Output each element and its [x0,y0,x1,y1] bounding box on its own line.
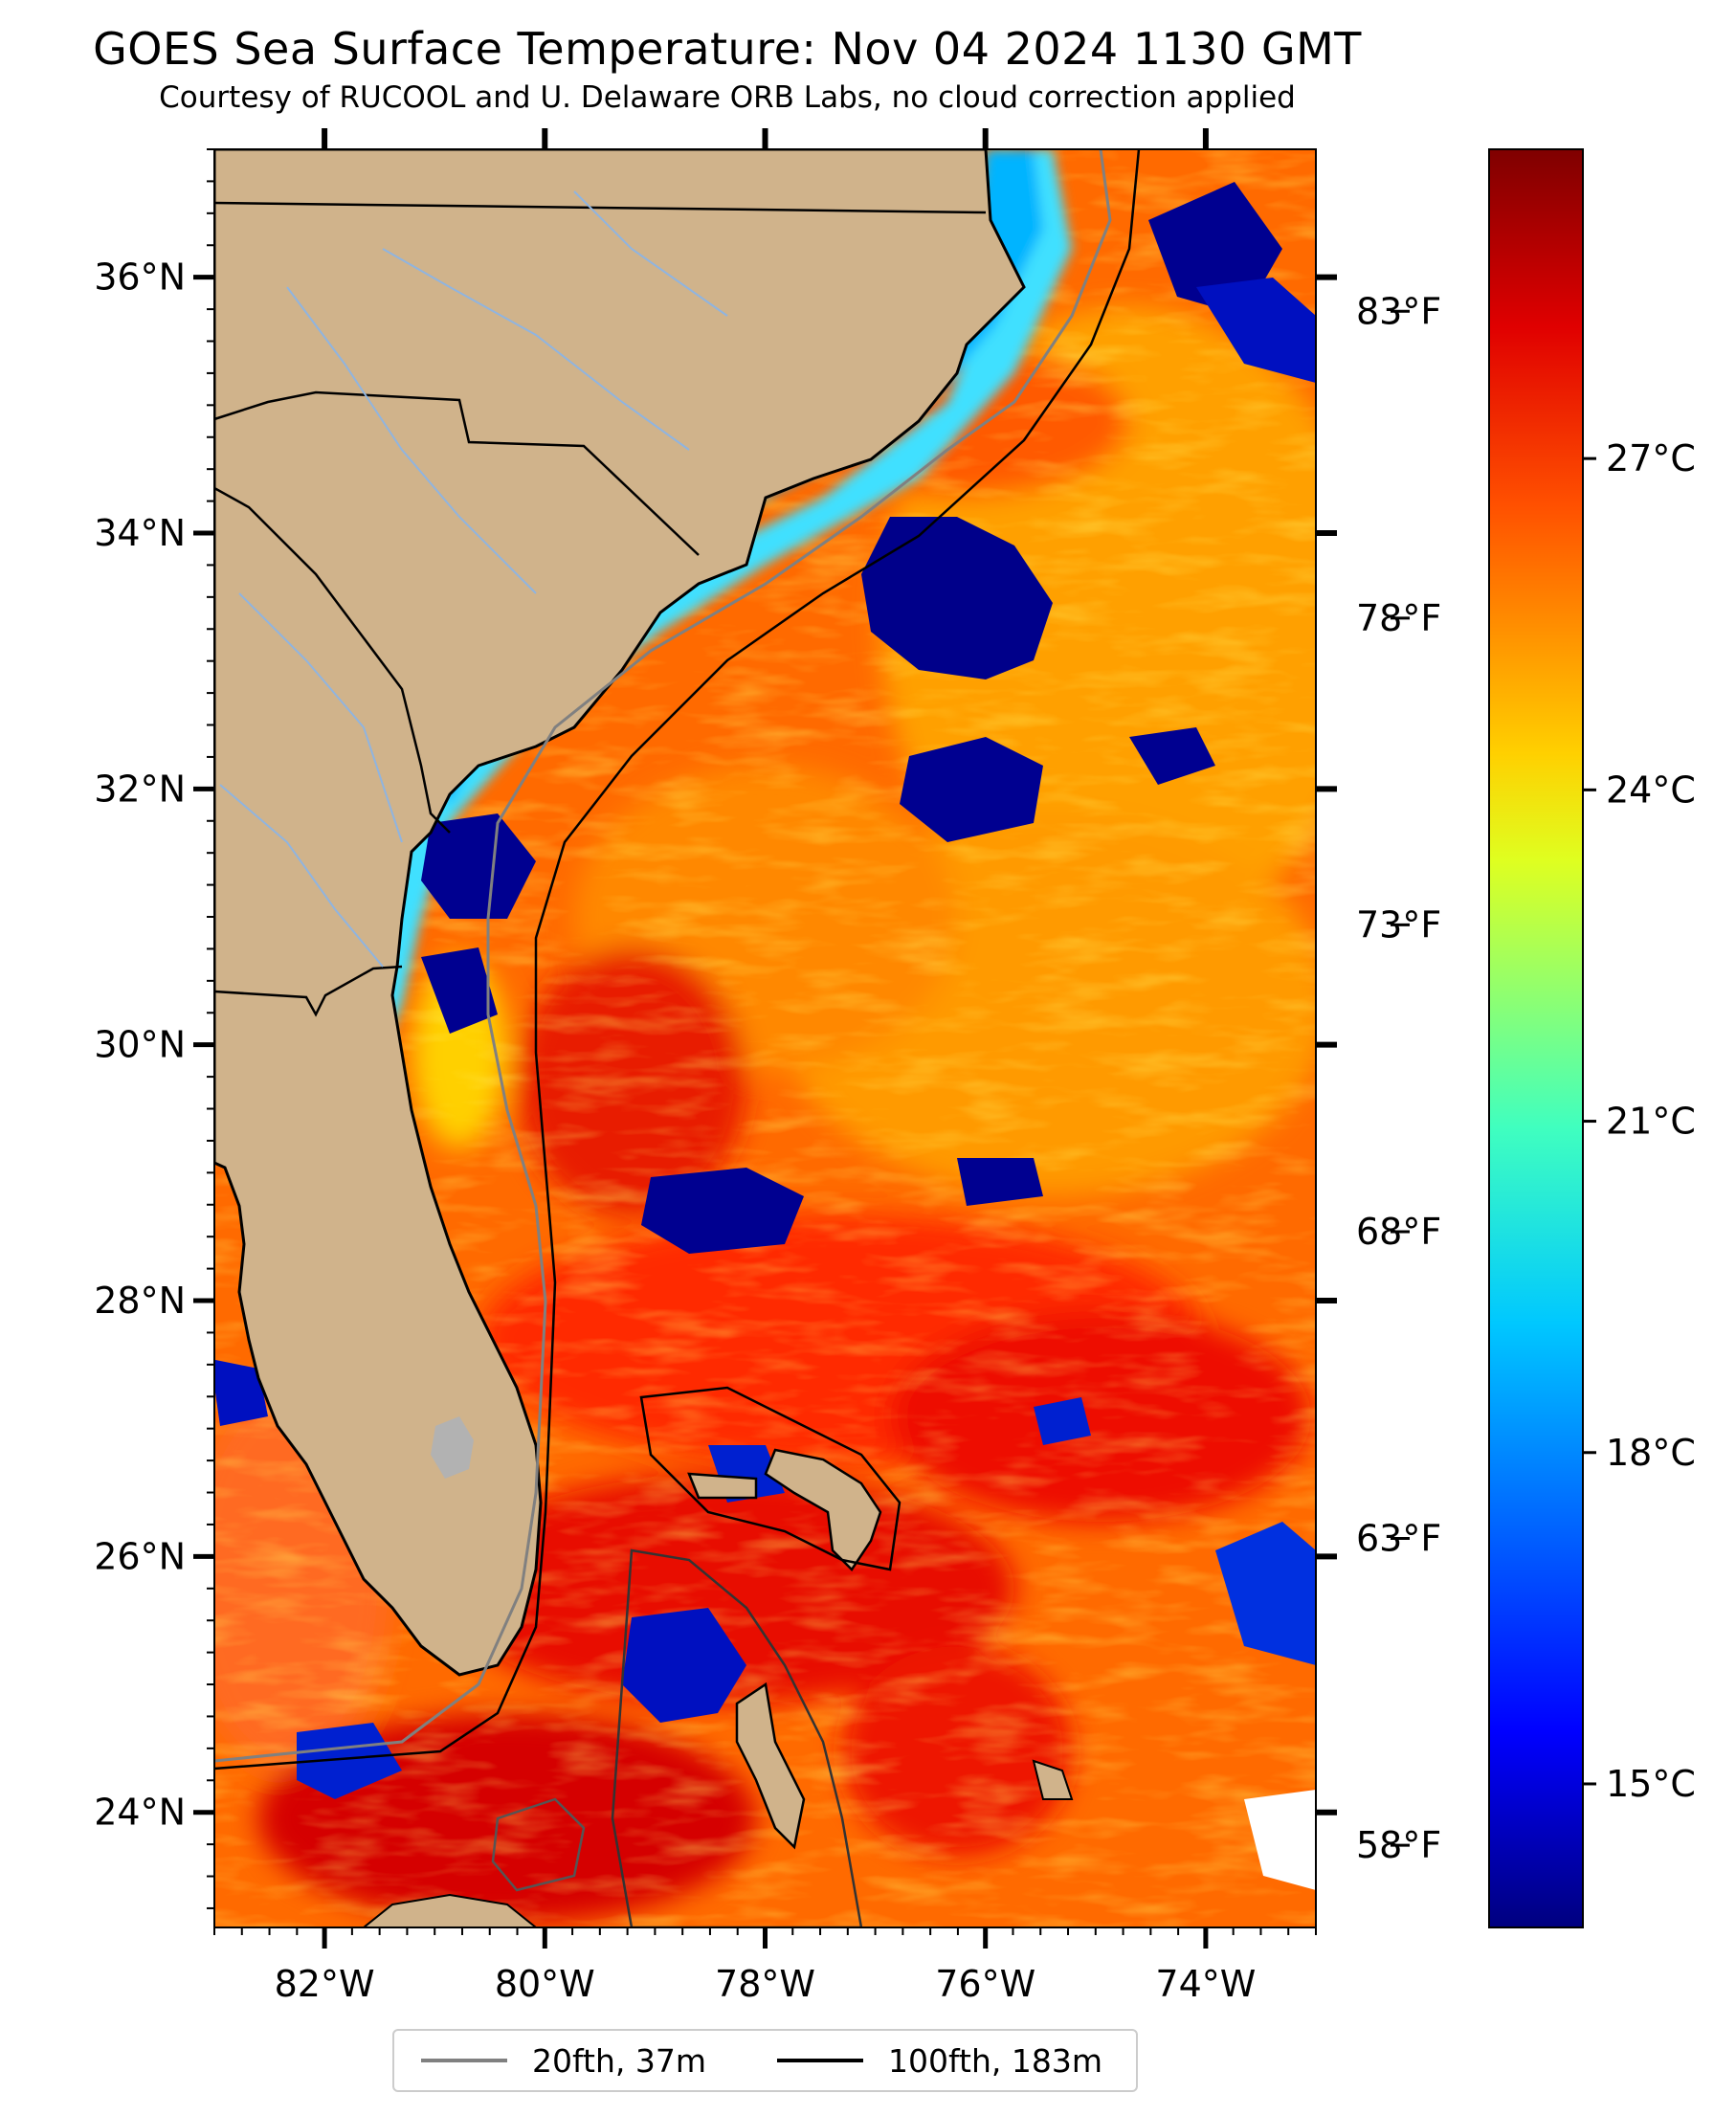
chart-title: GOES Sea Surface Temperature: Nov 04 202… [93,23,1362,75]
isobath-cay-sal [491,1797,586,1892]
lake-okeechobee [431,1416,474,1479]
land-cuba [362,1893,538,1927]
isobath-20fth [214,149,1112,1763]
lat-tick-label: 26°N [94,1535,186,1577]
colorbar-ticks: 27°C 24°C 21°C 18°C 15°C [1583,437,1696,1805]
lat-tick-label: 32°N [94,768,186,810]
lon-tick-label: 76°W [935,1963,1035,2005]
sst-field [214,149,1316,1927]
colorbar-tick-label: 21°C [1606,1101,1696,1143]
land-abaco [764,1448,882,1571]
legend-swatch-100fth [777,2059,863,2062]
land-andros [735,1682,806,1850]
lat-tick-label: 24°N [94,1792,186,1834]
legend-item-20fth: 20fth, 37m [421,2031,706,2090]
lat-tick-label: 34°N [94,512,186,554]
isobath-great-bahama-bank [611,1548,863,1927]
land-grand-bahama [687,1472,758,1500]
fahrenheit-tick-label: 68°F [1356,1211,1441,1253]
lon-tick-label: 78°W [715,1963,815,2005]
rivers [219,190,728,968]
fahrenheit-tick-label: 63°F [1356,1518,1441,1560]
fahrenheit-tick-label: 58°F [1356,1824,1441,1866]
land-exuma [1032,1759,1074,1800]
lat-tick-label: 30°N [94,1024,186,1066]
isobath-100fth [214,149,1141,1771]
lon-tick-label: 80°W [495,1963,595,2005]
legend: 20fth, 37m 100fth, 183m [392,2029,1138,2092]
fahrenheit-tick-label: 73°F [1356,903,1441,946]
land-southeast-us [214,149,1026,1677]
fahrenheit-tick-label: 78°F [1356,597,1441,639]
colorbar [1488,148,1584,1928]
map-ticks: 36°N 34°N 32°N 30°N 28°N 26°N 24°N 82°W 80°W 78°W… [94,128,1441,2005]
legend-label-100fth: 100fth, 183m [888,2041,1102,2080]
lon-tick-label: 82°W [275,1963,375,2005]
isobath-bahamas-bank [639,1386,901,1571]
state-borders [214,201,987,1017]
chart-subtitle: Courtesy of RUCOOL and U. Delaware ORB L… [159,80,1296,115]
colorbar-tick-label: 15°C [1606,1763,1696,1805]
lat-tick-label: 28°N [94,1280,186,1322]
lon-tick-label: 74°W [1155,1963,1256,2005]
colorbar-tick-label: 27°C [1606,437,1696,479]
legend-item-100fth: 100fth, 183m [777,2031,1102,2090]
legend-label-20fth: 20fth, 37m [532,2041,706,2080]
fahrenheit-tick-label: 83°F [1356,290,1441,332]
legend-swatch-20fth [421,2059,507,2062]
colorbar-tick-label: 24°C [1606,768,1696,811]
sst-cold-patches [214,182,1316,1890]
colorbar-tick-label: 18°C [1606,1432,1696,1474]
lat-tick-label: 36°N [94,256,186,299]
